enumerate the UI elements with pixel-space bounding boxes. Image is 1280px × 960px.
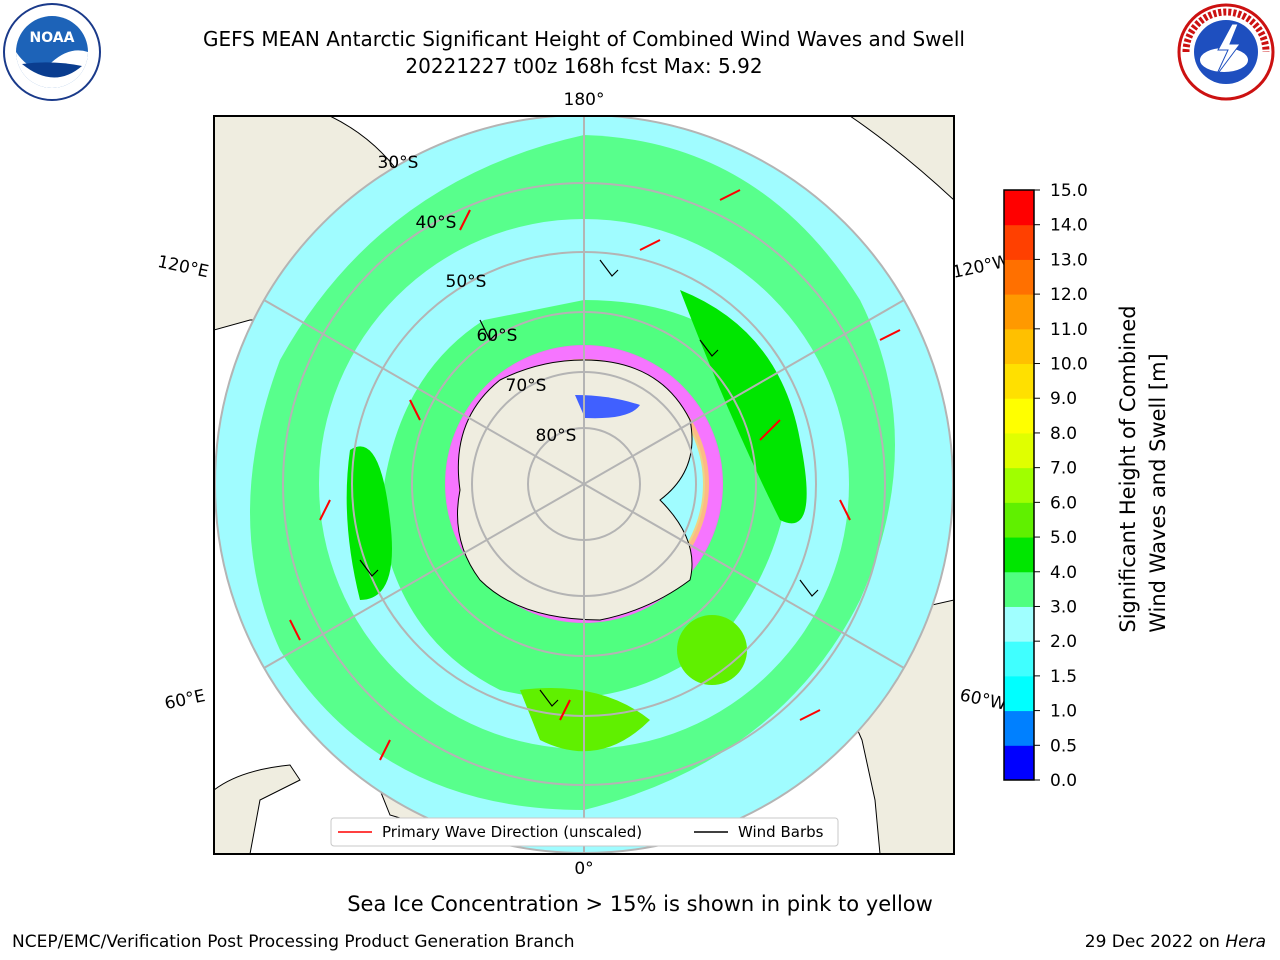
colorbar-label-line2: Wind Waves and Swell [m]	[1146, 353, 1170, 633]
sea-ice-caption: Sea Ice Concentration > 15% is shown in …	[347, 892, 933, 916]
colorbar-tick-label: 3.0	[1050, 597, 1077, 617]
map-title: GEFS MEAN Antarctic Significant Height o…	[203, 27, 965, 51]
colorbar-swatch	[1004, 502, 1034, 538]
colorbar-swatch	[1004, 294, 1034, 330]
colorbar-swatch	[1004, 710, 1034, 746]
colorbar-swatch	[1004, 328, 1034, 365]
colorbar-tick-label: 5.0	[1050, 528, 1077, 548]
land-africa	[214, 764, 301, 854]
colorbar-tick-label: 9.0	[1050, 389, 1077, 409]
colorbar-swatch	[1004, 224, 1034, 260]
legend-wave-label: Primary Wave Direction (unscaled)	[382, 823, 642, 841]
lat-label-50: 50°S	[446, 272, 487, 292]
colorbar-swatch	[1004, 606, 1034, 642]
colorbar-swatch	[1004, 467, 1034, 503]
colorbar-swatch	[1004, 537, 1034, 573]
map-subtitle: 20221227 t00z 168h fcst Max: 5.92	[405, 54, 763, 78]
lon-label-upper-right: 120°W	[951, 251, 1012, 283]
colorbar-tick-label: 13.0	[1050, 250, 1088, 270]
map-legend: Primary Wave Direction (unscaled) Wind B…	[330, 817, 839, 847]
colorbar-swatch	[1004, 641, 1034, 677]
colorbar-tick-label: 11.0	[1050, 320, 1088, 340]
colorbar-swatch	[1004, 259, 1034, 295]
colorbar-swatch	[1004, 432, 1034, 469]
nws-logo	[1177, 3, 1275, 101]
lat-label-80: 80°S	[536, 426, 577, 446]
lon-label-lower-right: 60°W	[958, 685, 1008, 714]
footer-credit: NCEP/EMC/Verification Post Processing Pr…	[12, 932, 575, 952]
colorbar-tick-label: 15.0	[1050, 181, 1088, 201]
colorbar-tick-label: 12.0	[1050, 285, 1088, 305]
colorbar-tick-label: 6.0	[1050, 493, 1077, 513]
colorbar-swatch	[1004, 363, 1034, 399]
lon-label-upper-left: 120°E	[156, 252, 211, 282]
colorbar-tick-label: 4.0	[1050, 563, 1077, 583]
ice-shelf-patch	[575, 395, 640, 419]
colorbar-tick-label: 1.0	[1050, 702, 1077, 722]
lat-label-60: 60°S	[477, 326, 518, 346]
lon-label-top: 180°	[564, 90, 605, 110]
colorbar-tick-label: 0.5	[1050, 736, 1077, 756]
footer-host: Hera	[1225, 932, 1266, 952]
colorbar-tick-label: 8.0	[1050, 424, 1077, 444]
lon-label-lower-left: 60°E	[163, 686, 207, 714]
footer-date-text: 29 Dec 2022 on	[1084, 932, 1226, 952]
colorbar-tick-label: 14.0	[1050, 216, 1088, 236]
colorbar-tick-label: 0.0	[1050, 771, 1077, 791]
colorbar-frame	[1003, 189, 1035, 781]
colorbar: 15.0 14.0 13.0 12.0 11.0 10.0 9.0 8.0 7.0 6.0 5.0 4…	[1003, 181, 1088, 791]
colorbar-tick-label: 1.5	[1050, 667, 1077, 687]
colorbar-swatch	[1004, 675, 1034, 712]
lon-label-bottom: 0°	[574, 859, 593, 879]
colorbar-tick-label: 2.0	[1050, 632, 1077, 652]
colorbar-label-line1: Significant Height of Combined	[1116, 305, 1140, 633]
lat-label-30: 30°S	[378, 153, 419, 173]
lat-label-40: 40°S	[416, 213, 457, 233]
lat-label-70: 70°S	[506, 376, 547, 396]
colorbar-swatch	[1004, 398, 1034, 434]
colorbar-tick-label: 10.0	[1050, 355, 1088, 375]
footer-date: 29 Dec 2022 on Hera	[1085, 932, 1266, 952]
noaa-logo: NOAA	[3, 3, 101, 101]
legend-barb-label: Wind Barbs	[738, 823, 824, 841]
svg-text:NOAA: NOAA	[30, 30, 75, 46]
colorbar-swatch	[1004, 745, 1034, 781]
colorbar-swatch	[1004, 571, 1034, 607]
colorbar-tick-label: 7.0	[1050, 459, 1077, 479]
colorbar-swatch	[1004, 190, 1034, 226]
